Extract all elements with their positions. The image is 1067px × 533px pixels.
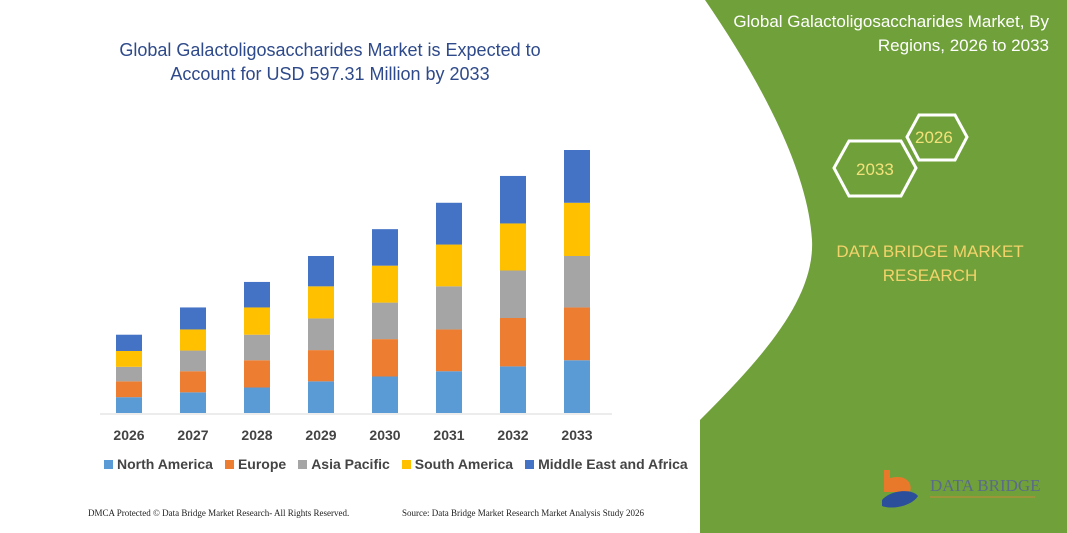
bar-segment-north-america-2028 xyxy=(244,387,270,413)
bar-segment-middle-east-and-africa-2028 xyxy=(244,281,270,308)
legend-item: South America xyxy=(401,456,514,472)
legend-swatch xyxy=(525,459,535,469)
bar-segment-south-america-2027 xyxy=(180,329,206,351)
bar-segment-south-america-2033 xyxy=(564,202,590,256)
bar-segment-south-america-2030 xyxy=(372,265,398,303)
bar-segment-middle-east-and-africa-2033 xyxy=(564,150,590,203)
brand-text: DATA BRIDGE MARKET RESEARCH xyxy=(836,242,1024,285)
x-tick-label: 2028 xyxy=(241,427,272,443)
bar-segment-north-america-2032 xyxy=(500,366,526,413)
data-bridge-logo-icon xyxy=(882,470,918,508)
bar-segment-europe-2028 xyxy=(244,360,270,388)
legend: North America Europe Asia Pacific South … xyxy=(104,456,688,472)
legend-label: Middle East and Africa xyxy=(538,456,688,472)
bar-segment-europe-2026 xyxy=(116,381,142,398)
bar-segment-asia-pacific-2030 xyxy=(372,302,398,340)
chart-title: Global Galactoligosaccharides Market is … xyxy=(119,40,541,84)
x-tick-label: 2032 xyxy=(497,427,528,443)
x-tick-label: 2030 xyxy=(369,427,400,443)
legend-swatch xyxy=(224,459,234,469)
x-tick-label: 2031 xyxy=(433,427,464,443)
bar-segment-middle-east-and-africa-2031 xyxy=(436,202,462,245)
legend-item: Europe xyxy=(224,456,287,472)
bar-segment-north-america-2030 xyxy=(372,376,398,413)
legend-item: North America xyxy=(104,456,213,472)
legend-label: North America xyxy=(117,456,213,472)
bar-segment-asia-pacific-2027 xyxy=(180,350,206,372)
x-tick-label: 2033 xyxy=(561,427,592,443)
bar-segment-europe-2032 xyxy=(500,318,526,367)
legend-swatch xyxy=(104,459,113,469)
bar-segment-south-america-2032 xyxy=(500,223,526,271)
bar-segment-south-america-2031 xyxy=(436,244,462,287)
legend-swatch xyxy=(401,459,411,469)
bar-segment-middle-east-and-africa-2032 xyxy=(500,175,526,224)
bar-segment-asia-pacific-2033 xyxy=(564,255,590,308)
bar-segment-south-america-2028 xyxy=(244,307,270,335)
hex-label-2026: 2026 xyxy=(915,128,953,147)
bar-segment-north-america-2033 xyxy=(564,360,590,413)
bar-segment-asia-pacific-2032 xyxy=(500,270,526,319)
bar-segment-north-america-2026 xyxy=(116,397,142,413)
bar-segment-middle-east-and-africa-2026 xyxy=(116,334,142,351)
bar-segment-asia-pacific-2028 xyxy=(244,334,270,361)
legend-item: Middle East and Africa xyxy=(525,456,688,472)
legend-swatch xyxy=(298,459,308,469)
legend-label: South America xyxy=(414,456,514,472)
bar-segment-europe-2027 xyxy=(180,371,206,393)
side-panel-title: Global Galactoligosaccharides Market, By… xyxy=(733,12,1049,55)
bar-segment-north-america-2031 xyxy=(436,371,462,413)
bar-segment-europe-2030 xyxy=(372,339,398,377)
footer-copyright: DMCA Protected © Data Bridge Market Rese… xyxy=(88,508,350,518)
legend-label: Asia Pacific xyxy=(311,456,390,472)
bar-segment-asia-pacific-2029 xyxy=(308,318,334,351)
footer-source: Source: Data Bridge Market Research Mark… xyxy=(402,508,644,518)
bar-segment-europe-2029 xyxy=(308,350,334,382)
legend-label: Europe xyxy=(237,456,287,472)
bar-segment-europe-2033 xyxy=(564,307,590,361)
bar-segment-europe-2031 xyxy=(436,329,462,372)
hex-label-2033: 2033 xyxy=(856,160,894,179)
bar-segment-asia-pacific-2026 xyxy=(116,366,142,382)
bar-segment-south-america-2026 xyxy=(116,350,142,367)
green-panel xyxy=(700,0,1067,533)
x-tick-label: 2027 xyxy=(177,427,208,443)
legend-item: Asia Pacific xyxy=(298,456,390,472)
bar-segment-north-america-2027 xyxy=(180,392,206,413)
bar-segment-middle-east-and-africa-2027 xyxy=(180,307,206,330)
bar-segment-middle-east-and-africa-2029 xyxy=(308,255,334,287)
bar-segment-south-america-2029 xyxy=(308,286,334,319)
hexagon-2026 xyxy=(905,113,969,162)
bar-segment-north-america-2029 xyxy=(308,381,334,413)
stacked-bar-chart: 2026 2027 2028 2029 2030 2031 2032 2033 xyxy=(100,150,612,443)
hexagon-2033 xyxy=(832,139,918,198)
x-tick-label: 2026 xyxy=(113,427,144,443)
bar-segment-middle-east-and-africa-2030 xyxy=(372,229,398,266)
bar-segment-asia-pacific-2031 xyxy=(436,286,462,330)
x-tick-label: 2029 xyxy=(305,427,336,443)
logo-text: DATA BRIDGE xyxy=(930,476,1041,495)
